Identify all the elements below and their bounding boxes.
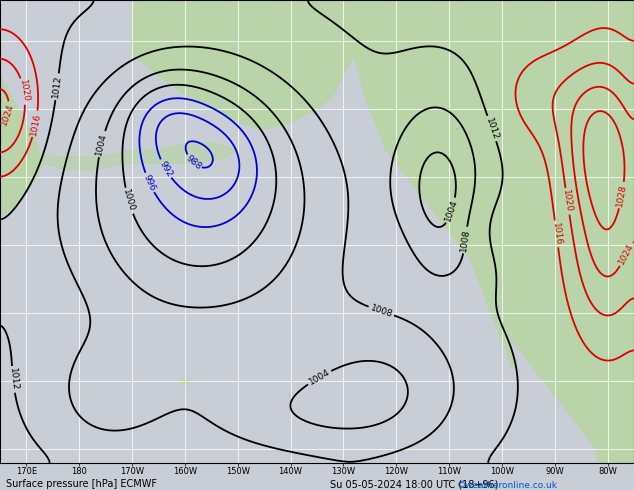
Text: 1012: 1012 xyxy=(484,116,500,141)
Polygon shape xyxy=(486,299,518,368)
Text: ©weatheronline.co.uk: ©weatheronline.co.uk xyxy=(456,481,557,490)
Text: 1028: 1028 xyxy=(616,183,628,207)
Text: 1020: 1020 xyxy=(561,189,574,213)
Text: 1020: 1020 xyxy=(18,79,30,103)
Polygon shape xyxy=(132,0,396,129)
Text: 1016: 1016 xyxy=(550,222,562,246)
Text: 1000: 1000 xyxy=(121,189,136,213)
Text: Su 05-05-2024 18:00 UTC (18+96): Su 05-05-2024 18:00 UTC (18+96) xyxy=(330,479,498,489)
Text: 1008: 1008 xyxy=(459,228,472,252)
Polygon shape xyxy=(179,378,190,385)
Text: 1024: 1024 xyxy=(617,242,634,266)
Text: 1012: 1012 xyxy=(8,368,19,391)
Text: 992: 992 xyxy=(157,159,174,178)
Polygon shape xyxy=(27,143,238,170)
Text: 996: 996 xyxy=(142,173,157,193)
Polygon shape xyxy=(0,0,42,218)
Text: 1004: 1004 xyxy=(444,198,460,223)
Text: 988: 988 xyxy=(184,154,204,172)
Text: 1004: 1004 xyxy=(94,132,108,156)
Text: Surface pressure [hPa] ECMWF: Surface pressure [hPa] ECMWF xyxy=(6,479,157,489)
Text: 1004: 1004 xyxy=(307,368,332,387)
Polygon shape xyxy=(333,0,634,463)
Text: 1012: 1012 xyxy=(51,75,63,98)
Text: 1008: 1008 xyxy=(369,303,394,319)
Text: 1024: 1024 xyxy=(0,102,16,127)
Text: 1016: 1016 xyxy=(29,112,42,136)
